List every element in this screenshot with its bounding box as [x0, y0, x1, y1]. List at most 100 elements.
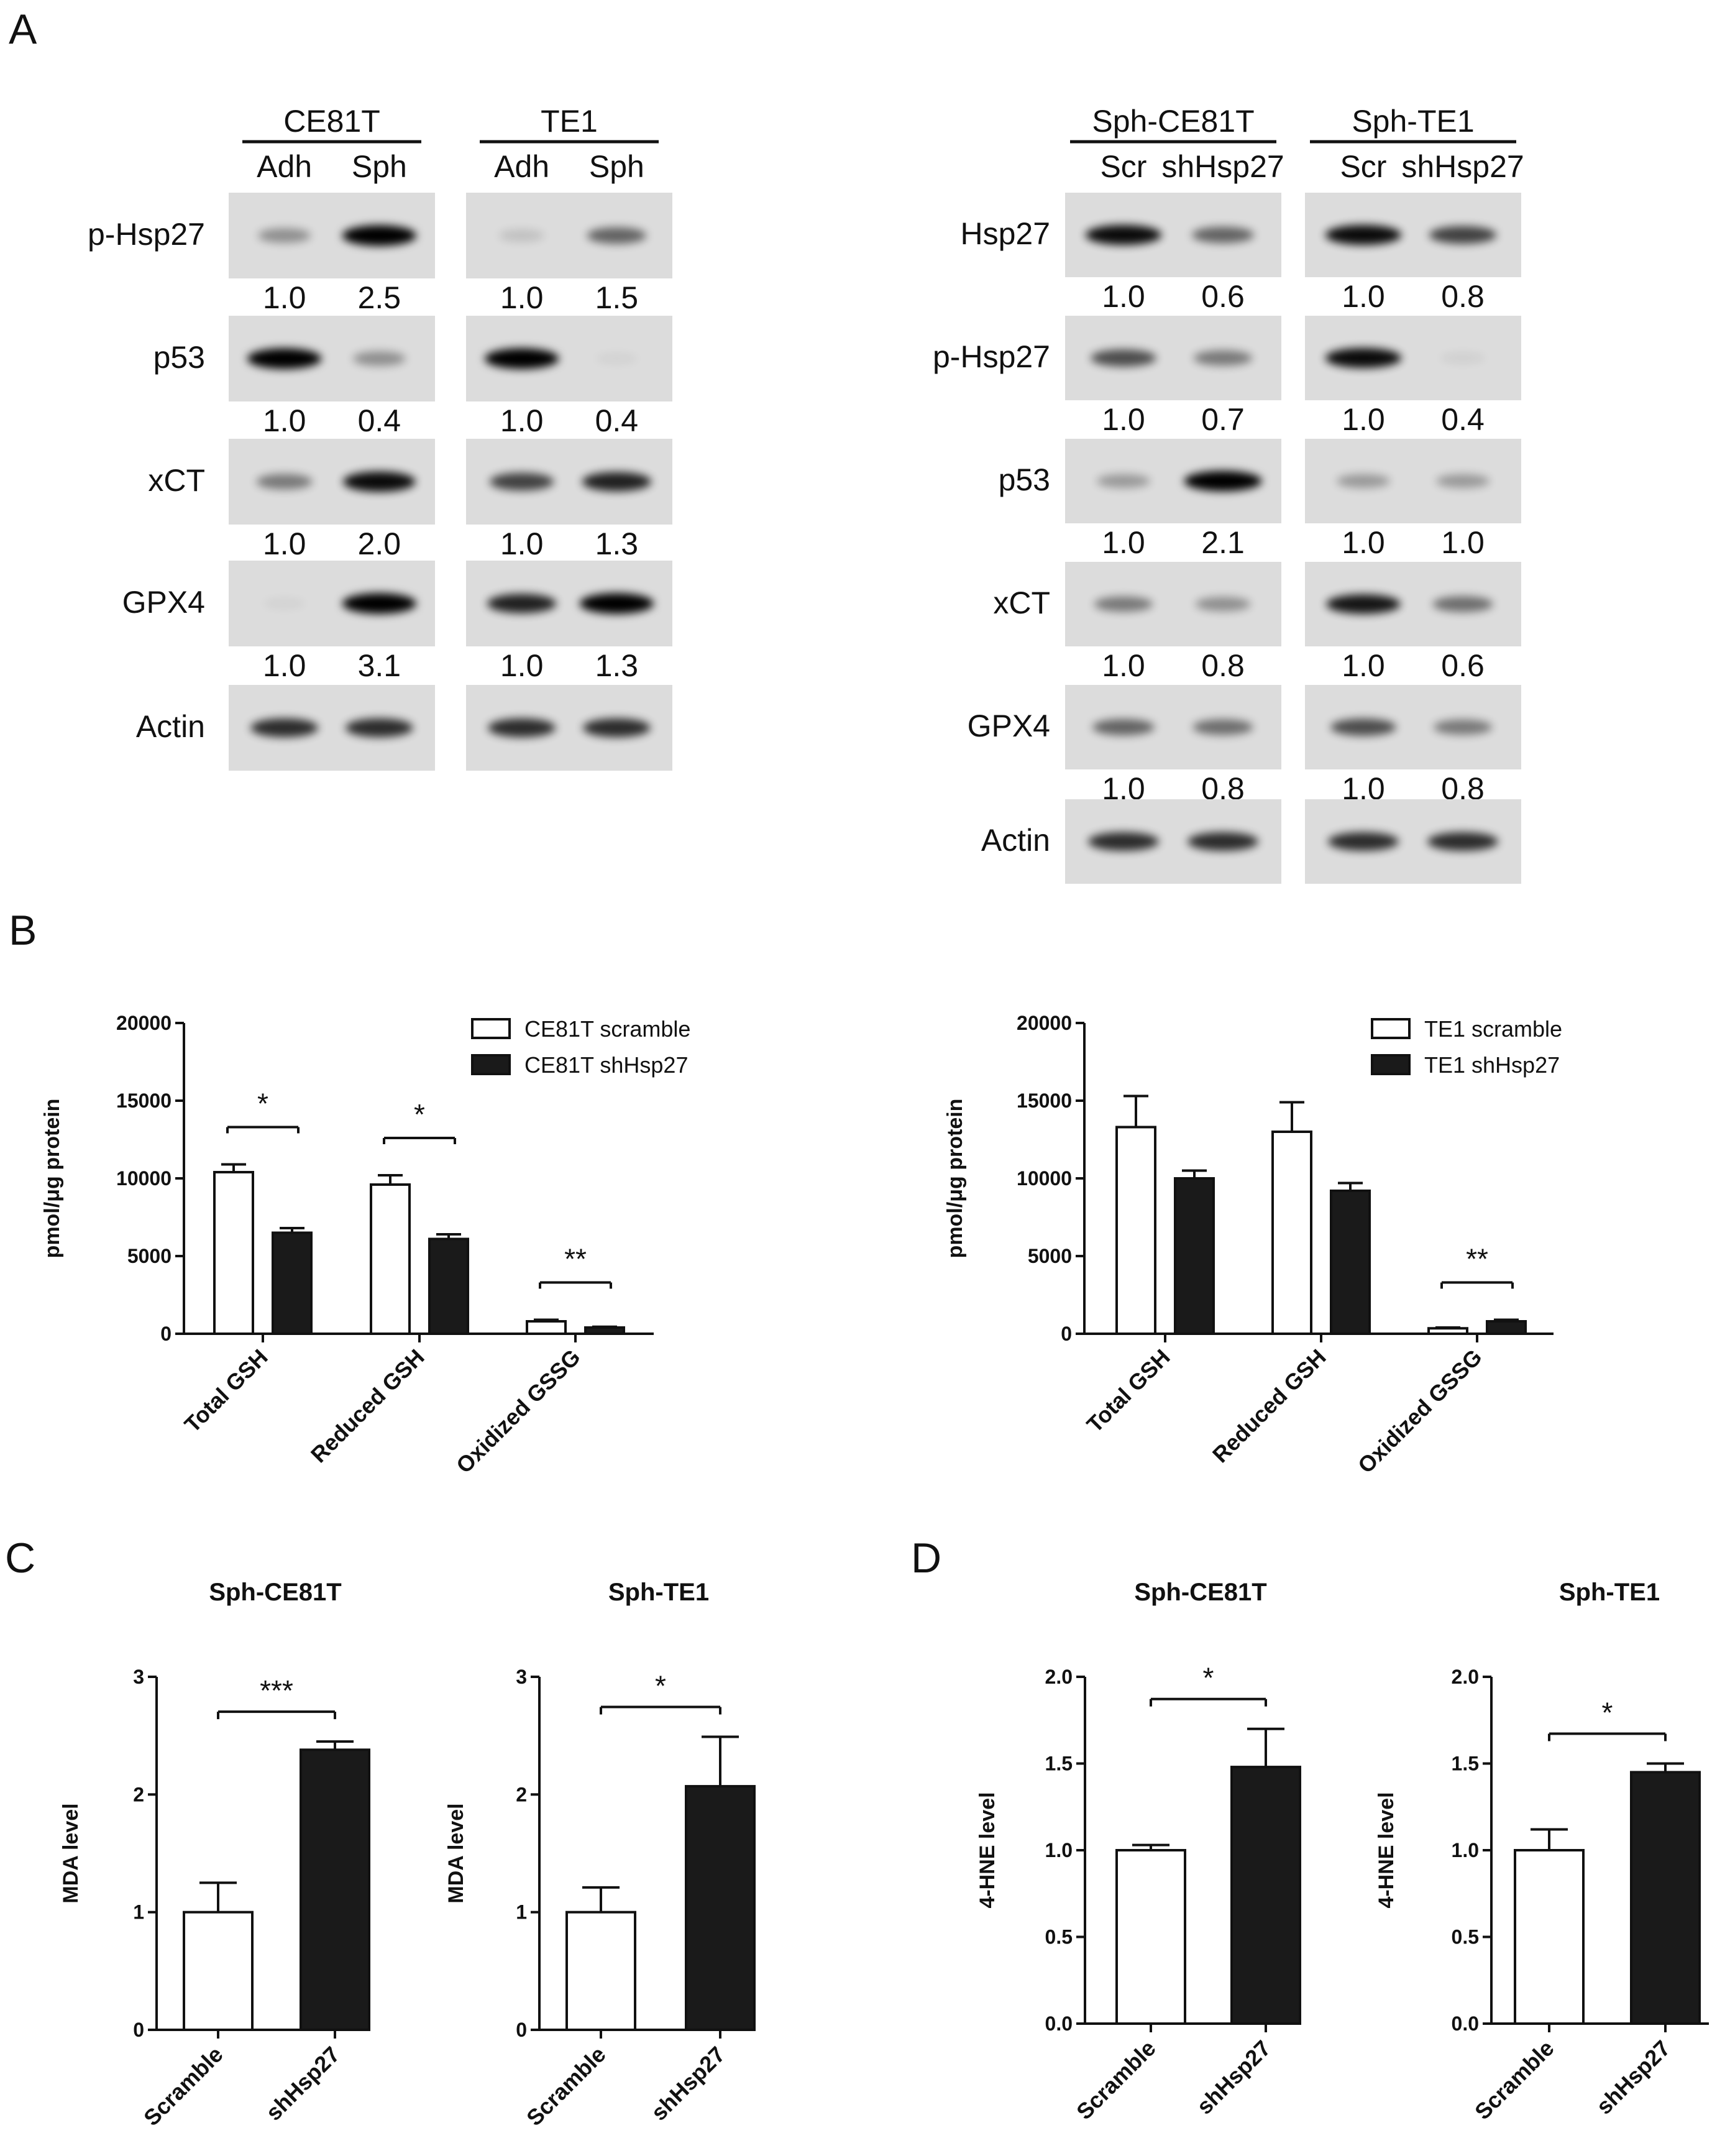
blot-left-band	[258, 228, 311, 243]
blot-right-band	[1097, 474, 1150, 489]
blot-left-protein-label: xCT	[148, 463, 205, 498]
y-tick-label: 2.0	[1452, 1666, 1479, 1688]
significance-marker: *	[655, 1670, 666, 1702]
y-tick-label: 3	[516, 1666, 527, 1688]
x-category-label: Reduced GSH	[1207, 1344, 1331, 1468]
x-category-label: Scramble	[521, 2042, 611, 2131]
y-tick-label: 0	[133, 2019, 144, 2041]
blot-left-quant-value: 1.0	[500, 403, 544, 438]
y-tick-label: 0.0	[1045, 2012, 1073, 2035]
blot-left-group-label: CE81T	[283, 104, 380, 139]
blot-right-band	[1337, 474, 1390, 489]
y-tick-label: 1.5	[1452, 1753, 1479, 1775]
chart-b-right: 0 5000 10000 15000 20000 pmol/μg protein Total…	[943, 1012, 1562, 1478]
blot-right-quant-value: 1.0	[1342, 402, 1385, 437]
blot-right-quant-value: 1.0	[1102, 525, 1145, 560]
bar	[565, 1911, 636, 2032]
bar	[272, 1231, 313, 1335]
chart-title: Sph-TE1	[608, 1579, 709, 1606]
bar	[1115, 1126, 1156, 1335]
blot-left-band	[487, 594, 557, 613]
blot-right-band	[1330, 718, 1396, 736]
bar	[1230, 1766, 1301, 2025]
blot-left-band	[353, 351, 406, 366]
significance-marker: *	[257, 1088, 268, 1120]
y-axis-label: 4-HNE level	[976, 1792, 999, 1908]
chart-title: Sph-TE1	[1559, 1579, 1660, 1606]
blot-left-quant-value: 2.5	[358, 280, 401, 315]
bar	[685, 1785, 756, 2032]
blot-right-band	[1085, 224, 1162, 245]
blot-right-quant-value: 1.0	[1441, 525, 1485, 560]
y-tick-label: 15000	[116, 1089, 172, 1112]
x-category-label: Oxidized GSSG	[1353, 1344, 1487, 1479]
blot-left-lane-label: Adh	[257, 149, 312, 184]
legend-label: TE1 scramble	[1424, 1016, 1562, 1042]
y-tick-label: 1.5	[1045, 1753, 1073, 1775]
blot-left-band	[499, 229, 544, 242]
blot-left-lane-label: Adh	[494, 149, 549, 184]
blot-left-band	[587, 227, 647, 244]
y-axis-label: MDA level	[59, 1803, 83, 1903]
bar	[1271, 1131, 1312, 1335]
blot-right-quant-value: 0.8	[1441, 279, 1485, 314]
chart-title: Sph-CE81T	[1134, 1579, 1266, 1606]
bar	[1486, 1320, 1527, 1335]
blot-right-band	[1325, 224, 1402, 245]
blot-right-protein-label: Actin	[981, 823, 1050, 858]
blot-left-quant-value: 1.0	[263, 526, 306, 561]
blot-right-lane-label: shHsp27	[1161, 149, 1284, 184]
bar	[526, 1320, 567, 1335]
y-tick-label: 10000	[1017, 1167, 1072, 1190]
chart-d-left: 0.0 0.5 1.0 1.5 2.0 4-HNE level Sph-CE81T Scram…	[976, 1579, 1301, 2124]
bar	[1514, 1849, 1585, 2025]
x-category-label: shHsp27	[1192, 2035, 1276, 2119]
bar	[183, 1911, 254, 2032]
blot-right-protein-label: Hsp27	[960, 216, 1050, 251]
bar	[1427, 1327, 1468, 1335]
y-tick-label: 20000	[1017, 1012, 1072, 1034]
y-tick-label: 0.5	[1045, 1926, 1073, 1948]
chart-c-left: 0 1 2 3 MDA level Sph-CE81T Scramble shHsp27 ***	[59, 1579, 370, 2131]
legend-swatch	[1371, 1054, 1411, 1075]
blot-right-lane-label: shHsp27	[1401, 149, 1524, 184]
x-category-label: Scramble	[139, 2042, 228, 2131]
blot-right-band	[1325, 347, 1402, 369]
chart-c-right: 0 1 2 3 MDA level Sph-TE1 Scramble shHsp27 *	[444, 1579, 756, 2131]
x-category-label: shHsp27	[261, 2042, 345, 2126]
y-tick-label: 0.0	[1452, 2012, 1479, 2035]
blot-right-protein-label: p-Hsp27	[933, 339, 1050, 374]
bar-charts: 0 5000 10000 15000 20000 pmol/μg protein Total…	[40, 1012, 1709, 2131]
blot-left-band	[342, 593, 417, 614]
y-axis-label: pmol/μg protein	[943, 1099, 967, 1259]
y-tick-label: 5000	[127, 1245, 172, 1267]
blot-right-quant-value: 0.6	[1201, 279, 1245, 314]
blot-left-protein-label: p53	[153, 340, 205, 375]
blot-left-band	[488, 718, 556, 738]
x-category-label: Total GSH	[180, 1344, 273, 1438]
blot-left-band	[345, 718, 413, 738]
significance-marker: *	[414, 1098, 425, 1131]
y-axis-label: pmol/μg protein	[40, 1099, 64, 1259]
bar	[1630, 1771, 1701, 2025]
y-tick-label: 0	[160, 1323, 172, 1345]
blot-left-band	[489, 472, 554, 491]
blot-left-quant-value: 0.4	[595, 403, 639, 438]
blot-right-quant-value: 0.4	[1441, 402, 1485, 437]
bar	[300, 1748, 370, 2032]
blot-left-quant-value: 1.3	[595, 526, 639, 561]
panel-label-a: A	[9, 6, 37, 53]
blot-right-quant-value: 1.0	[1342, 279, 1385, 314]
significance-marker: **	[1466, 1243, 1488, 1275]
y-tick-label: 0	[516, 2019, 527, 2041]
blot-right-quant-value: 0.8	[1201, 648, 1245, 683]
legend-swatch	[471, 1018, 511, 1039]
y-axis-label: 4-HNE level	[1375, 1792, 1398, 1908]
blot-right-band	[1432, 596, 1493, 612]
blot-right-quant-value: 1.0	[1342, 648, 1385, 683]
y-tick-label: 0	[1061, 1323, 1072, 1345]
blot-right-protein-label: p53	[999, 462, 1050, 497]
legend-label: CE81T scramble	[524, 1016, 690, 1042]
blot-right-quant-value: 0.6	[1441, 648, 1485, 683]
blot-left-lane-label: Sph	[352, 149, 407, 184]
